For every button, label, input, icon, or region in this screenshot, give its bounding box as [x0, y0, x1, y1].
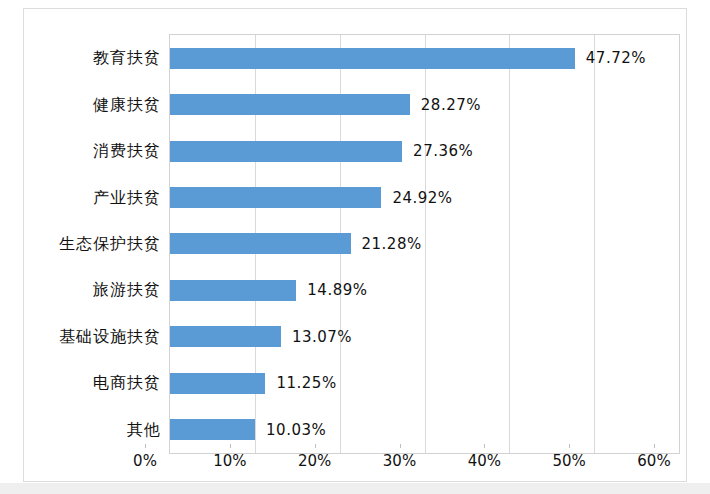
value-label: 24.92% [392, 189, 452, 207]
value-label: 11.25% [276, 374, 336, 392]
x-axis-tick [230, 444, 231, 448]
x-tick-label: 40% [468, 452, 501, 470]
bar [170, 233, 351, 254]
page: 教育扶贫47.72%健康扶贫28.27%消费扶贫27.36%产业扶贫24.92%… [0, 0, 710, 494]
category-label: 基础设施扶贫 [59, 326, 161, 347]
bar-row: 电商扶贫11.25% [170, 360, 679, 406]
x-axis-tick [654, 444, 655, 448]
chart-container: 教育扶贫47.72%健康扶贫28.27%消费扶贫27.36%产业扶贫24.92%… [23, 8, 687, 482]
x-tick-label: 60% [637, 452, 670, 470]
category-label: 消费扶贫 [93, 141, 161, 162]
bar-row: 教育扶贫47.72% [170, 35, 679, 81]
bar-row: 生态保护扶贫21.28% [170, 221, 679, 267]
bar [170, 48, 575, 69]
bar-row: 其他10.03% [170, 407, 679, 453]
bar [170, 419, 255, 440]
bar-row: 健康扶贫28.27% [170, 81, 679, 127]
category-label: 教育扶贫 [93, 48, 161, 69]
bar [170, 94, 410, 115]
value-label: 28.27% [421, 96, 481, 114]
bar [170, 280, 296, 301]
value-label: 14.89% [307, 281, 367, 299]
x-tick-label: 50% [552, 452, 585, 470]
value-label: 10.03% [266, 421, 326, 439]
bar-row: 消费扶贫27.36% [170, 128, 679, 174]
bar-row: 产业扶贫24.92% [170, 174, 679, 220]
category-label: 旅游扶贫 [93, 280, 161, 301]
value-label: 27.36% [413, 142, 473, 160]
category-label: 其他 [127, 419, 161, 440]
value-label: 21.28% [362, 235, 422, 253]
x-tick-label: 20% [298, 452, 331, 470]
x-tick-label: 10% [213, 452, 246, 470]
x-tick-label: 30% [383, 452, 416, 470]
page-bottom-strip [0, 483, 710, 494]
x-axis-tick [484, 444, 485, 448]
category-label: 电商扶贫 [93, 373, 161, 394]
bar [170, 373, 265, 394]
x-axis-tick [569, 444, 570, 448]
bar [170, 187, 381, 208]
bar [170, 141, 402, 162]
category-label: 健康扶贫 [93, 94, 161, 115]
bar-row: 旅游扶贫14.89% [170, 267, 679, 313]
category-label: 生态保护扶贫 [59, 233, 161, 254]
bar [170, 326, 281, 347]
x-axis-tick [315, 444, 316, 448]
plot-area: 教育扶贫47.72%健康扶贫28.27%消费扶贫27.36%产业扶贫24.92%… [169, 34, 680, 454]
value-label: 47.72% [586, 49, 646, 67]
bar-row: 基础设施扶贫13.07% [170, 314, 679, 360]
x-tick-label: 0% [133, 452, 157, 470]
value-label: 13.07% [292, 328, 352, 346]
x-axis-tick [145, 444, 146, 448]
category-label: 产业扶贫 [93, 187, 161, 208]
x-axis-tick [400, 444, 401, 448]
